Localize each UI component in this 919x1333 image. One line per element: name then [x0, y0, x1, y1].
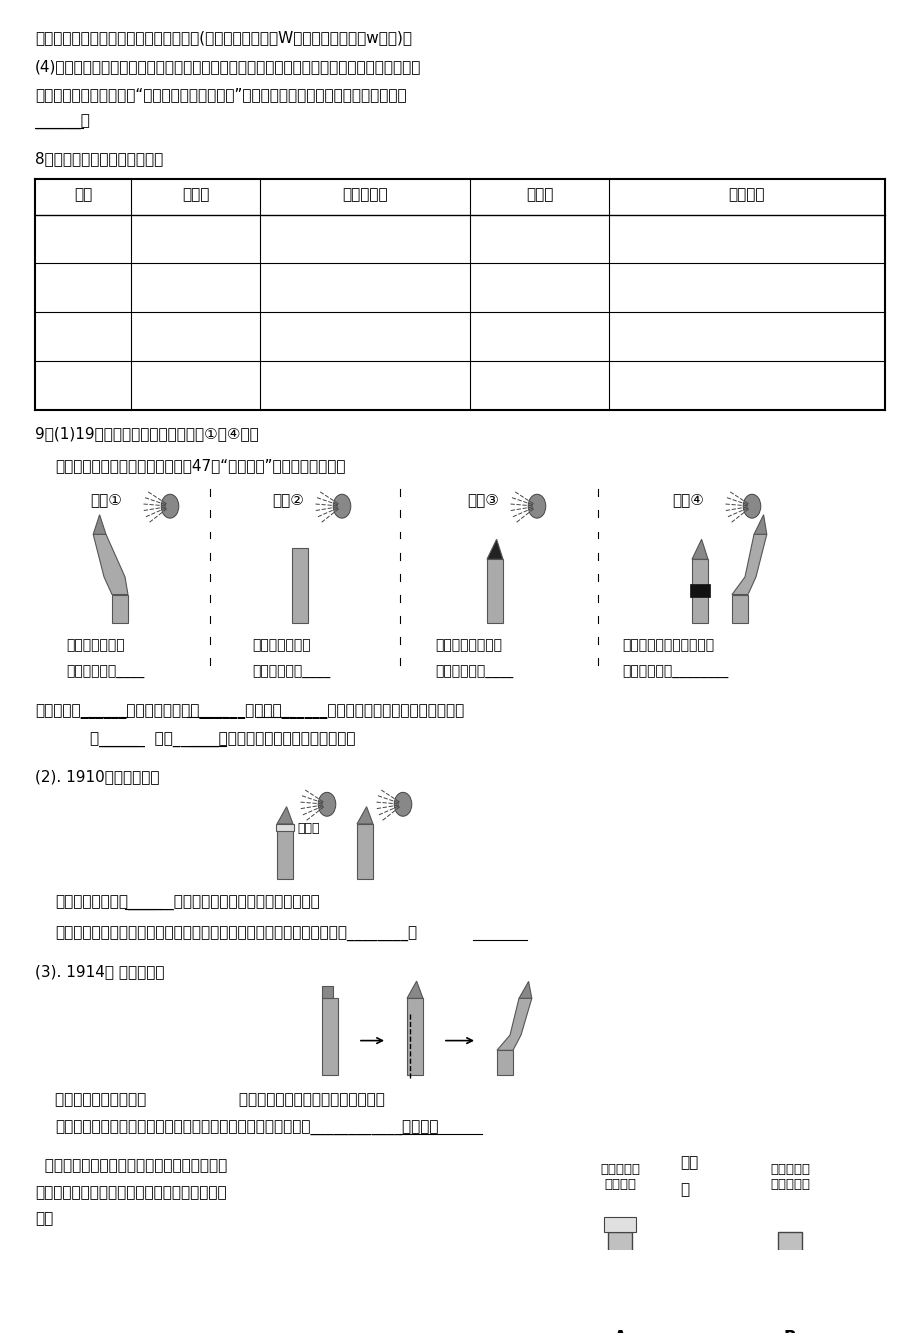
Polygon shape — [604, 1217, 635, 1232]
Polygon shape — [357, 824, 372, 880]
Polygon shape — [277, 806, 292, 824]
Polygon shape — [732, 595, 747, 624]
Text: (3). 1914年 拜尔的实验: (3). 1914年 拜尔的实验 — [35, 965, 165, 980]
Text: 实验示意图: 实验示意图 — [342, 188, 388, 203]
Text: 条件锡箔罩上尖端: 条件锡箔罩上尖端 — [435, 639, 502, 652]
Circle shape — [743, 495, 760, 519]
Text: 现象：胚芽鞘____: 现象：胚芽鞘____ — [252, 665, 330, 678]
Polygon shape — [691, 560, 708, 624]
Text: 现象：胚芽鞘____: 现象：胚芽鞘____ — [66, 665, 144, 678]
Text: 实验结论: 实验结论 — [728, 188, 765, 203]
Polygon shape — [732, 535, 766, 595]
Text: 质，: 质， — [679, 1154, 698, 1170]
Text: 注意思考：尖端放置的                   位置及后来弯曲的方向有什么关系。: 注意思考：尖端放置的 位置及后来弯曲的方向有什么关系。 — [55, 1092, 384, 1108]
Text: B: B — [783, 1329, 796, 1333]
Text: 白眼只限于雄性。请用遗传图解释该现象(果蝇的红眼基因以W表示，白眼基因以w表示)。: 白眼只限于雄性。请用遗传图解释该现象(果蝇的红眼基因以W表示，白眼基因以w表示)… — [35, 31, 412, 45]
Polygon shape — [518, 981, 531, 998]
Polygon shape — [112, 595, 128, 624]
Polygon shape — [357, 806, 372, 824]
Circle shape — [393, 792, 412, 816]
Polygon shape — [496, 998, 531, 1050]
Polygon shape — [777, 1232, 801, 1314]
Text: 端的琦脂块: 端的琦脂块 — [769, 1178, 809, 1192]
Text: 现象：胚芽鞘____: 现象：胚芽鞘____ — [435, 665, 513, 678]
Text: 9．(1)19世纪末，达尔文实验（实验①～④）：: 9．(1)19世纪末，达尔文实验（实验①～④）： — [35, 427, 258, 441]
Polygon shape — [322, 986, 333, 998]
Text: 琦脂片: 琦脂片 — [297, 822, 319, 834]
Text: 自变量: 自变量 — [526, 188, 552, 203]
Text: 现象：胚芽鞘________: 现象：胚芽鞘________ — [621, 665, 728, 678]
Text: A: A — [613, 1329, 626, 1333]
Text: 条件：去掉顶尖: 条件：去掉顶尖 — [252, 639, 311, 652]
Polygon shape — [276, 824, 294, 832]
Text: 的琦脂块: 的琦脂块 — [604, 1178, 635, 1192]
Text: ______。: ______。 — [35, 115, 90, 131]
Text: 实验②: 实验② — [272, 492, 303, 507]
Polygon shape — [486, 540, 503, 560]
Polygon shape — [322, 998, 337, 1076]
Text: 实验结论：胚芽鞘的弯曲生长，是因为顶尖产生的刺激在其下部____________造成的。: 实验结论：胚芽鞘的弯曲生长，是因为顶尖产生的刺激在其下部____________… — [55, 1121, 438, 1136]
Text: 实验材料：单侧光；胚芽鞘（课本47页“相关信息”）；锡箔（遂光）: 实验材料：单侧光；胚芽鞘（课本47页“相关信息”）；锡箔（遂光） — [55, 459, 346, 473]
Polygon shape — [277, 824, 292, 880]
Polygon shape — [607, 1232, 631, 1314]
Text: (4)在遗传物质的探索历程中，艾弗里在格里菲斯实验的基础上，通过实验找出了导致细菌转化: (4)在遗传物质的探索历程中，艾弗里在格里菲斯实验的基础上，通过实验找出了导致细… — [35, 59, 421, 75]
Polygon shape — [689, 584, 709, 597]
Polygon shape — [486, 560, 503, 624]
Text: 思考：如果把透水的琦脂片换成不透水的云母片呢？胚芽鞘生长情况应是________。: 思考：如果把透水的琦脂片换成不透水的云母片呢？胚芽鞘生长情况应是________… — [55, 926, 416, 942]
Polygon shape — [754, 515, 766, 535]
Text: 的因子，赫尔希则完成了“噬菌体侵染细菌的实验”，他们的实验中共同、核心的设计思路是: 的因子，赫尔希则完成了“噬菌体侵染细菌的实验”，他们的实验中共同、核心的设计思路… — [35, 87, 406, 103]
Polygon shape — [93, 535, 128, 595]
Text: 实验结论：胚芽鞘______产生的刺激透过琦脂片传递给下部。: 实验结论：胚芽鞘______产生的刺激透过琦脂片传递给下部。 — [55, 896, 320, 912]
Text: 未接触过顶: 未接触过顶 — [769, 1164, 809, 1176]
Text: 年代: 年代 — [74, 188, 92, 203]
Polygon shape — [406, 981, 423, 998]
Polygon shape — [691, 540, 708, 560]
Circle shape — [528, 495, 545, 519]
Text: 实验③: 实验③ — [467, 492, 498, 507]
Text: 实验④: 实验④ — [671, 492, 703, 507]
Text: 成______  面比______面生长快，因而出现向光性弯曲。: 成______ 面比______面生长快，因而出现向光性弯曲。 — [90, 733, 355, 748]
Text: 条件：单侧光下: 条件：单侧光下 — [66, 639, 124, 652]
Text: 条件：锡箔罩上尖端下面: 条件：锡箔罩上尖端下面 — [621, 639, 713, 652]
Text: 实验①: 实验① — [90, 492, 121, 507]
Text: 8、关于生长素的经典探究实验: 8、关于生长素的经典探究实验 — [35, 151, 163, 165]
Text: (2). 1910年訹森的实验: (2). 1910年訹森的实验 — [35, 769, 159, 784]
Polygon shape — [93, 515, 106, 535]
Polygon shape — [406, 998, 423, 1076]
Circle shape — [318, 792, 335, 816]
Text: 长。: 长。 — [35, 1212, 53, 1226]
Text: 这种化学物质的分布不均匀造成了胚芽鞘的弯曲: 这种化学物质的分布不均匀造成了胚芽鞘的弯曲 — [35, 1185, 226, 1200]
Polygon shape — [291, 548, 308, 624]
Text: 实验人: 实验人 — [182, 188, 210, 203]
Text: 生: 生 — [679, 1182, 688, 1197]
Text: 初步证明：顶尖产生的刺激可能是一种化学物: 初步证明：顶尖产生的刺激可能是一种化学物 — [35, 1158, 227, 1173]
Text: 实验结论：______光照射使胚芽鞘的______产生某种______，并传递到下部的伸长区时，会造: 实验结论：______光照射使胚芽鞘的______产生某种______，并传递到… — [35, 704, 464, 718]
Text: 接触过顶端: 接触过顶端 — [599, 1164, 640, 1176]
Circle shape — [161, 495, 178, 519]
Circle shape — [333, 495, 350, 519]
Polygon shape — [496, 1050, 513, 1076]
